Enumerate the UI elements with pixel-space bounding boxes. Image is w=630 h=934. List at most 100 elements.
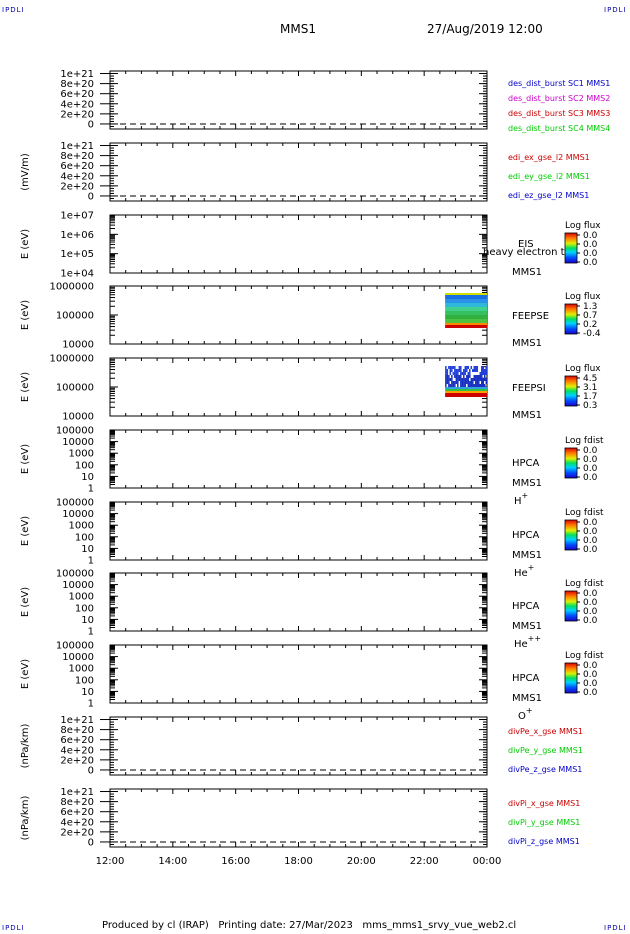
spacecraft-label-hpca_he: MMS1 [512,550,542,561]
spectrogram-cell [484,375,486,378]
y-tick-label: 1000 [69,592,94,603]
spectrogram-cell [475,369,477,372]
panel-frame-edi [109,142,488,202]
y-tick-label: 4e+20 [60,745,94,756]
spectrogram-cell [448,375,450,378]
spectrogram-cell [457,381,459,384]
spectrogram-cell [463,369,465,372]
y-tick-label: 1 [88,484,94,495]
spacecraft-label-hpca_h: MMS1 [512,478,542,489]
spectrogram-cell [467,378,470,381]
colorbar-tick-label: 0.0 [583,670,598,680]
y-axis-label-hpca_he2: E (eV) [20,587,31,617]
spectrogram-cell [455,372,458,375]
colorbar-tick-label: 0.0 [583,527,598,537]
spectrogram-cell [460,381,462,384]
spectrogram-cell [461,381,464,384]
species-name: O [518,711,526,722]
spectrogram-cell [466,366,468,369]
spectrogram-cell [466,369,468,372]
spectrogram-cell [473,384,476,387]
panel-frame-dist [109,70,488,130]
y-tick-label: 100000 [56,569,94,580]
spectrogram-cell [445,303,487,307]
spectrogram-cell [473,375,476,378]
species-charge: + [526,706,533,715]
spectrogram-cell [476,369,479,372]
spectrogram-cell [446,381,449,384]
footer-credit: Produced by cl (IRAP) Printing date: 27/… [102,920,517,931]
spectrogram-cell [482,381,485,384]
spectrogram-cell [467,381,470,384]
corner-label-bottom-left: IPDLI [2,924,25,932]
y-axis-label-eis: E (eV) [20,229,31,259]
spectrogram-cell [481,369,483,372]
spectrogram-cell [454,375,456,378]
colorbar-hpca_he2 [564,590,578,622]
spectrogram-cell [479,384,482,387]
y-tick-label: 1 [88,627,94,638]
y-tick-label: 1 [88,556,94,567]
y-tick-label: 10000 [62,340,94,351]
spectrogram-cell [470,381,473,384]
legend-entry-divpi: divPi_y_gse MMS1 [508,818,580,827]
colorbar-title-hpca_he: Log fdist [565,508,604,518]
spectrogram-cell [445,384,447,387]
x-tick-label: 20:00 [347,856,376,867]
colorbar-tick-label: 0.0 [583,607,598,617]
y-axis-label-hpca_o: E (eV) [20,659,31,689]
spectrogram-cell [469,372,471,375]
colorbar-feepse [564,303,578,335]
y-tick-label: 8e+20 [60,79,94,90]
spectrogram-cell [461,372,464,375]
colorbar-tick-label: 0.0 [583,446,598,456]
colorbar-hpca_h [564,447,578,479]
spectrogram-cell [445,375,447,378]
spectrogram-cell [481,372,483,375]
y-tick-label: 0 [88,119,94,130]
spectrogram-cell [485,366,487,369]
spectrogram-cell [481,384,483,387]
panel-frame-feepsi [109,357,488,417]
spectrogram-cell [457,384,459,387]
y-tick-label: 1000000 [49,282,94,293]
y-tick-label: 0 [88,765,94,776]
spectrogram-cell [445,311,487,315]
spectrogram-cell [445,366,447,369]
spectrogram-cell [467,372,470,375]
spectrogram-cell [460,366,462,369]
spectrogram-cell [445,319,487,323]
spectrogram-cell [482,378,485,381]
y-tick-label: 1e+07 [60,211,94,222]
spectrogram-cell [445,378,447,381]
legend-entry-dist: des_dist_burst SC3 MMS3 [508,109,610,118]
spectrogram-cell [479,375,482,378]
spectrogram-cell [472,381,474,384]
spectrogram-cell [473,366,476,369]
spectrogram-cell [454,372,456,375]
spectrogram-cell [469,381,471,384]
y-axis-label-divpe: (nPa/km) [20,724,31,769]
x-tick-label: 14:00 [158,856,187,867]
spectrogram-cell [455,378,458,381]
spectrogram-cell [445,387,487,389]
y-tick-label: 4e+20 [60,171,94,182]
y-tick-label: 10 [81,544,94,555]
species-charge: ++ [528,634,541,643]
y-tick-label: 10000 [62,437,94,448]
colorbar-tick-label: 0.0 [583,661,598,671]
spectrogram-cell [470,384,473,387]
colorbar-tick-label: 0.0 [583,679,598,689]
spectrogram-cell [445,391,487,393]
spectrogram-cell [448,378,450,381]
y-tick-label: 100 [75,532,94,543]
spectrogram-cell [464,384,467,387]
spectrogram-cell [449,369,452,372]
spectrogram-cell [461,378,464,381]
y-tick-label: 6e+20 [60,735,94,746]
corner-label-top-left: IPDLI [2,6,25,14]
spectrogram-cell [446,369,449,372]
spectrogram-cell [482,384,485,387]
y-tick-label: 100000 [56,498,94,509]
legend-entry-divpe: divPe_x_gse MMS1 [508,727,583,736]
